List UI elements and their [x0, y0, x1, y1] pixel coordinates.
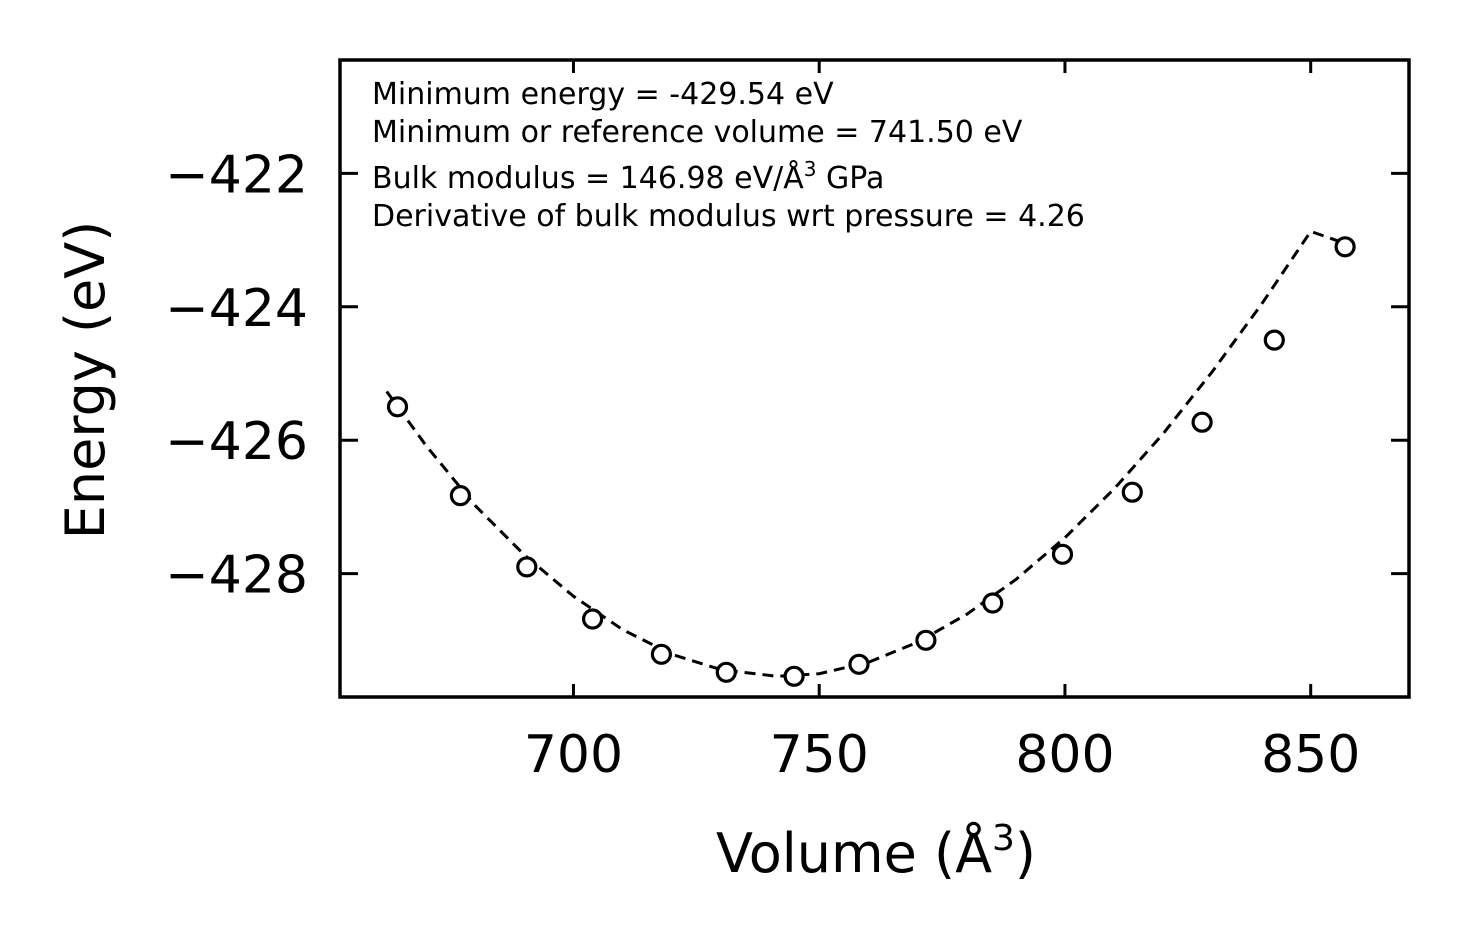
- data-point: [1334, 236, 1356, 258]
- x-axis-label: Volume (Å3): [716, 818, 1036, 885]
- fit-curve-line: [385, 229, 1346, 678]
- annotation-min-volume: Minimum or reference volume = 741.50 eV: [372, 115, 1023, 150]
- annotation-box: Minimum energy = -429.54 eV Minimum or r…: [372, 77, 1085, 234]
- data-point: [1121, 481, 1143, 503]
- data-point: [1263, 329, 1285, 351]
- annotation-bulk-modulus: Bulk modulus = 146.98 eV/Å3 GPa: [372, 157, 884, 196]
- y-tick-label: −426: [165, 412, 308, 472]
- y-tick-label: −424: [165, 279, 308, 339]
- data-point: [915, 629, 937, 651]
- data-point: [1051, 543, 1074, 565]
- x-tick-label: 700: [524, 725, 623, 785]
- y-axis-label: Energy (eV): [54, 221, 117, 540]
- data-point: [581, 608, 604, 630]
- data-point: [715, 661, 737, 683]
- data-point: [386, 396, 409, 418]
- annotation-bulk-modulus-derivative: Derivative of bulk modulus wrt pressure …: [372, 199, 1085, 234]
- y-tick-label: −422: [165, 145, 308, 205]
- data-point: [783, 665, 805, 687]
- plot-frame: [338, 58, 1411, 699]
- x-tick-label: 750: [770, 725, 869, 785]
- fit-curve-layer: [385, 229, 1346, 678]
- data-point: [1191, 411, 1213, 433]
- data-points-layer: [386, 236, 1356, 687]
- y-tick-label: −428: [165, 546, 308, 606]
- data-point: [982, 592, 1004, 614]
- x-tick-label: 850: [1261, 725, 1360, 785]
- data-point: [516, 556, 538, 578]
- data-point: [449, 485, 471, 507]
- x-tick-label: 800: [1015, 725, 1114, 785]
- data-point: [650, 643, 673, 665]
- annotation-min-energy: Minimum energy = -429.54 eV: [372, 77, 834, 112]
- data-point: [848, 653, 870, 675]
- ticks-layer: 700 750 800 850 −422 −424 −426 −428: [165, 60, 1409, 785]
